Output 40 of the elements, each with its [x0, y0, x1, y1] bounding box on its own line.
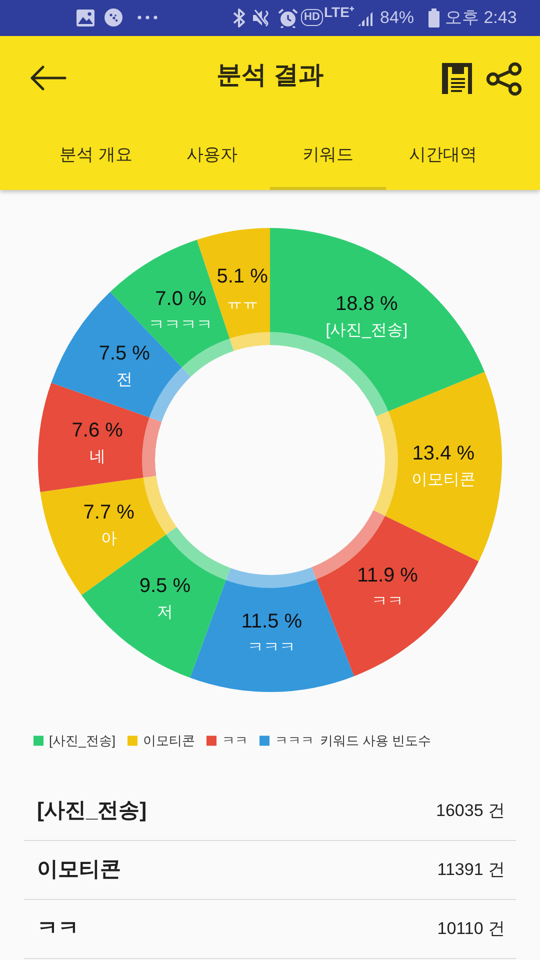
legend-label: [사진_전송] [49, 732, 116, 748]
text: 사용자 [186, 144, 238, 166]
category-label: 이모티콘 [37, 858, 121, 881]
slice-label: 아 [100, 530, 117, 548]
data-label: 11.9 % [357, 564, 418, 587]
slice-label: ㅠㅠ [226, 294, 258, 312]
legend-label: 이모티콘 [143, 732, 195, 748]
text: 분석 개요 [60, 144, 132, 166]
slice-label: 네 [89, 448, 106, 466]
data-label: 18.8 % [335, 292, 398, 315]
slice-label: 저 [156, 604, 173, 622]
text: 16035 건 [436, 800, 505, 822]
data-label: 7.5 % [98, 342, 150, 365]
slice-label: ㅋㅋ [372, 594, 404, 611]
legend-title: 키워드 사용 빈도수 [320, 733, 432, 748]
category-label: [사진_전송] [37, 799, 147, 822]
slice-label: 이모티콘 [411, 471, 476, 488]
slice-label: ㅋㅋㅋ [248, 639, 296, 656]
slice-label: ㅋㅋㅋㅋ [148, 317, 213, 334]
data-label: 7.7 % [83, 501, 135, 524]
legend-label: ㅋㅋ [222, 732, 248, 748]
slice-label: [사진_전송] [326, 322, 408, 339]
text: 11391 건 [437, 859, 505, 881]
text: 84% [380, 8, 414, 28]
data-label: 11.5 % [241, 610, 302, 632]
legend-label: ㅋㅋㅋ [275, 732, 314, 748]
text: 오후 2:43 [445, 8, 517, 28]
text: HD [301, 9, 323, 26]
slice-label: 전 [116, 372, 132, 389]
data-label: 7.6 % [72, 420, 124, 442]
data-label: 9.5 % [139, 575, 191, 598]
text: 시간대역 [409, 144, 477, 166]
data-label: 13.4 % [412, 442, 475, 464]
text: 키워드 [302, 144, 354, 166]
chart-title: 분석 결과 [216, 60, 324, 90]
data-label: 5.1 % [216, 266, 268, 288]
text: 10110 건 [437, 918, 505, 940]
category-label: ㅋㅋ [37, 917, 79, 940]
text: LTE⁺ [324, 4, 354, 20]
data-label: 7.0 % [155, 288, 207, 310]
